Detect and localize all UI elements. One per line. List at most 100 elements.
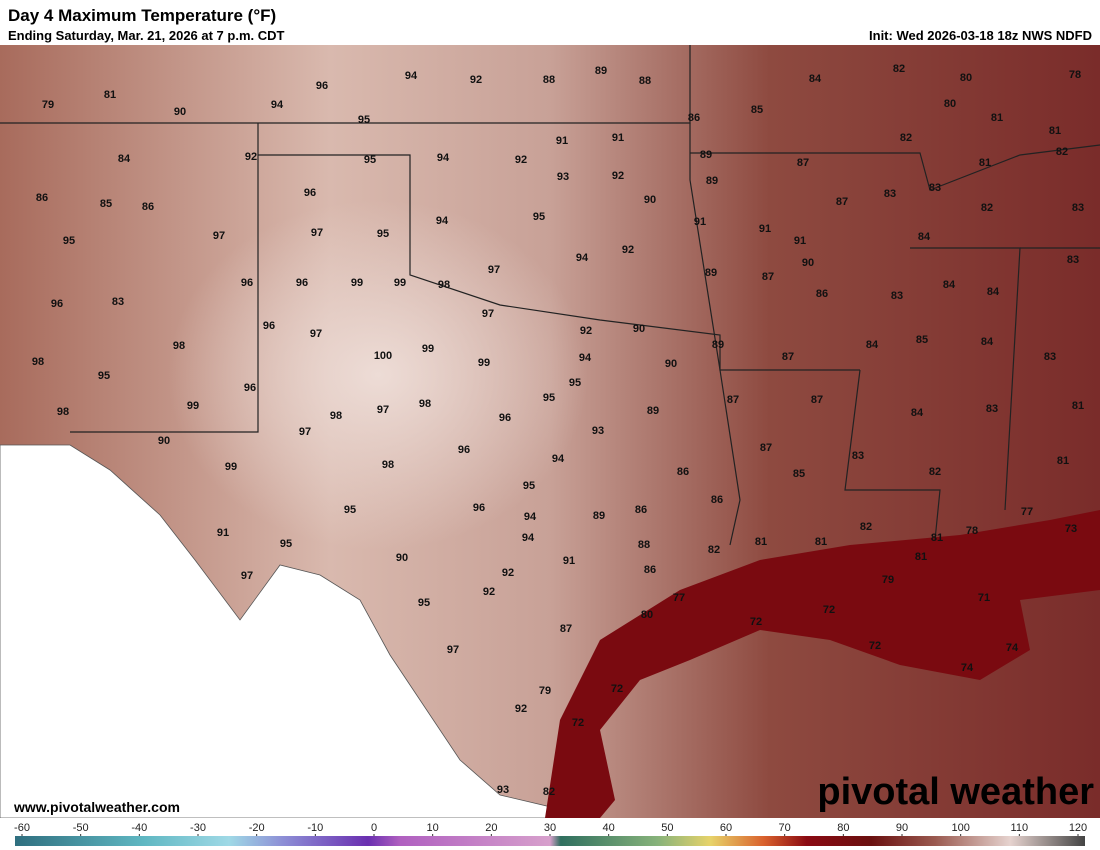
temperature-label: 99 — [351, 277, 363, 289]
temperature-label: 77 — [1021, 506, 1033, 518]
colorbar-tick-label: -60 — [14, 822, 30, 834]
temperature-label: 95 — [358, 114, 370, 126]
temperature-label: 99 — [225, 461, 237, 473]
temperature-label: 86 — [36, 192, 48, 204]
temperature-label: 97 — [488, 264, 500, 276]
temperature-label: 89 — [712, 339, 724, 351]
temperature-label: 95 — [63, 235, 75, 247]
website: www.pivotalweather.com — [13, 799, 180, 815]
temperature-label: 83 — [891, 290, 903, 302]
heat-area — [150, 150, 750, 650]
temperature-label: 81 — [1049, 125, 1061, 137]
temperature-label: 84 — [918, 231, 931, 243]
temperature-label: 82 — [929, 466, 941, 478]
temperature-label: 87 — [727, 394, 739, 406]
temperature-label: 89 — [700, 149, 712, 161]
temperature-label: 82 — [708, 544, 720, 556]
init-time: Init: Wed 2026-03-18 18z NWS NDFD — [869, 28, 1092, 43]
temperature-label: 94 — [576, 252, 589, 264]
temperature-label: 86 — [142, 201, 154, 213]
temperature-label: 81 — [815, 536, 827, 548]
temperature-label: 90 — [396, 552, 408, 564]
temperature-label: 71 — [978, 592, 990, 604]
temperature-label: 98 — [330, 410, 342, 422]
temperature-label: 89 — [593, 510, 605, 522]
temperature-labels: 79 81 90 94 96 94 92 88 89 88 84 82 80 78 85 86 80 81 82 81… — [32, 63, 1084, 798]
temperature-label: 100 — [374, 350, 392, 362]
temperature-label: 82 — [860, 521, 872, 533]
temperature-label: 86 — [635, 504, 647, 516]
temperature-label: 81 — [979, 157, 991, 169]
temperature-label: 95 — [377, 228, 389, 240]
temperature-label: 74 — [1006, 642, 1019, 654]
temperature-label: 85 — [100, 198, 112, 210]
temperature-label: 98 — [32, 356, 44, 368]
colorbar-tick-label: 0 — [371, 822, 377, 834]
temperature-label: 84 — [987, 286, 1000, 298]
temperature-label: 94 — [552, 453, 565, 465]
temperature-label: 96 — [296, 277, 308, 289]
temperature-label: 85 — [916, 334, 928, 346]
temperature-label: 97 — [311, 227, 323, 239]
temperature-label: 91 — [217, 527, 229, 539]
temperature-label: 83 — [929, 182, 941, 194]
temperature-label: 99 — [478, 357, 490, 369]
temperature-label: 92 — [470, 74, 482, 86]
temperature-label: 95 — [418, 597, 430, 609]
temperature-label: 96 — [304, 187, 316, 199]
temperature-label: 96 — [499, 412, 511, 424]
temperature-label: 90 — [158, 435, 170, 447]
temperature-label: 87 — [782, 351, 794, 363]
temperature-label: 82 — [981, 202, 993, 214]
temperature-label: 74 — [961, 662, 974, 674]
title: Day 4 Maximum Temperature (°F) — [8, 6, 276, 25]
subtitle: Ending Saturday, Mar. 21, 2026 at 7 p.m.… — [8, 28, 285, 43]
temperature-label: 72 — [611, 683, 623, 695]
temperature-label: 83 — [1067, 254, 1079, 266]
temperature-label: 83 — [1072, 202, 1084, 214]
temperature-label: 96 — [244, 382, 256, 394]
temperature-label: 94 — [437, 152, 450, 164]
temperature-label: 91 — [556, 135, 568, 147]
temperature-label: 95 — [364, 154, 376, 166]
colorbar-tick-label: -30 — [190, 822, 206, 834]
temperature-label: 80 — [641, 609, 653, 621]
temperature-label: 84 — [943, 279, 956, 291]
temperature-label: 89 — [647, 405, 659, 417]
temperature-label: 98 — [173, 340, 185, 352]
temperature-label: 78 — [966, 525, 978, 537]
temperature-label: 87 — [797, 157, 809, 169]
colorbar-tick-label: 30 — [544, 822, 556, 834]
colorbar-tick-label: -40 — [131, 822, 147, 834]
temperature-label: 88 — [639, 75, 651, 87]
temperature-label: 92 — [622, 244, 634, 256]
temperature-label: 95 — [523, 480, 535, 492]
temperature-label: 87 — [762, 271, 774, 283]
colorbar-tick-label: 110 — [1011, 822, 1029, 834]
temperature-label: 93 — [592, 425, 604, 437]
temperature-label: 96 — [473, 502, 485, 514]
temperature-label: 89 — [706, 175, 718, 187]
colorbar-tick-label: -10 — [307, 822, 323, 834]
temperature-label: 86 — [711, 494, 723, 506]
temperature-label: 80 — [960, 72, 972, 84]
temperature-label: 92 — [483, 586, 495, 598]
temperature-label: 92 — [245, 151, 257, 163]
colorbar-tick-label: -50 — [73, 822, 89, 834]
temperature-label: 92 — [612, 170, 624, 182]
temperature-label: 83 — [884, 188, 896, 200]
temperature-label: 94 — [522, 532, 535, 544]
temperature-label: 94 — [579, 352, 592, 364]
temperature-label: 91 — [563, 555, 575, 567]
temperature-label: 77 — [673, 592, 685, 604]
temperature-label: 96 — [51, 298, 63, 310]
temperature-label: 89 — [595, 65, 607, 77]
temperature-label: 73 — [1065, 523, 1077, 535]
temperature-label: 90 — [633, 323, 645, 335]
map — [0, 45, 1100, 819]
temperature-label: 98 — [382, 459, 394, 471]
temperature-label: 80 — [944, 98, 956, 110]
colorbar-tick-label: 70 — [779, 822, 791, 834]
temperature-label: 91 — [694, 216, 706, 228]
colorbar-tick-label: 120 — [1069, 822, 1087, 834]
